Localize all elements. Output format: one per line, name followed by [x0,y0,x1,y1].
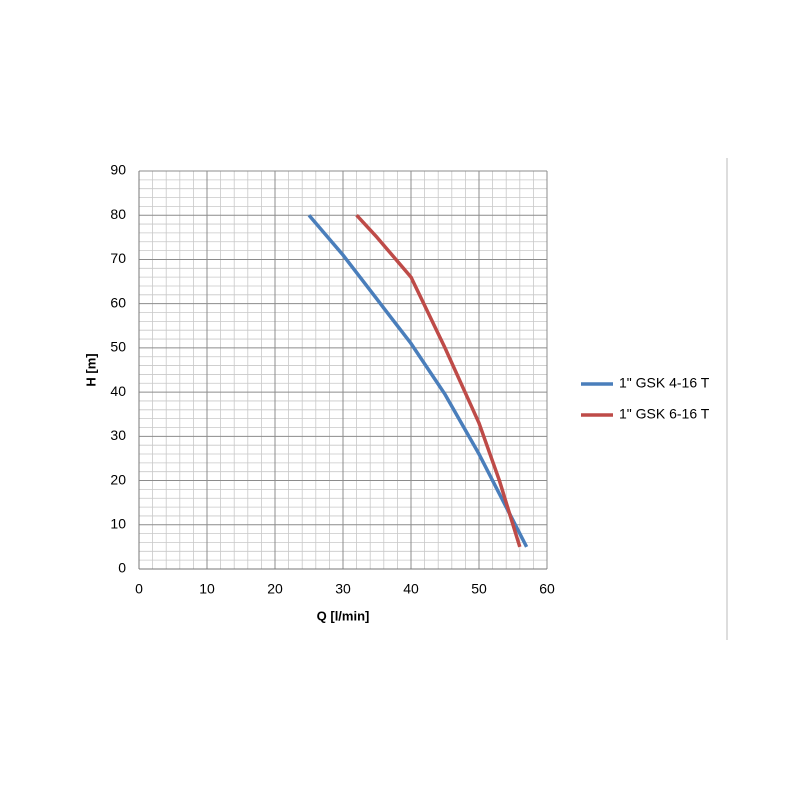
series-line [355,214,522,548]
x-tick-label: 40 [403,581,419,597]
y-tick-label: 0 [118,560,126,576]
y-tick-label: 60 [110,294,126,310]
y-tick-label: 70 [110,250,126,266]
y-tick-label: 20 [110,471,126,487]
x-tick-label: 10 [199,581,215,597]
x-tick-label: 30 [335,581,351,597]
y-tick-label: 80 [110,206,126,222]
x-tick-label: 60 [539,581,555,597]
y-tick-label: 40 [110,383,126,399]
y-axis-label: H [m] [83,353,98,386]
legend-label: 1" GSK 6-16 T [619,406,710,422]
x-tick-label: 50 [471,581,487,597]
x-tick-label: 20 [267,581,283,597]
x-axis-label: Q [l/min] [317,608,370,623]
y-tick-label: 50 [110,339,126,355]
y-tick-label: 90 [110,162,126,178]
y-tick-label: 30 [110,427,126,443]
x-tick-label: 0 [135,581,143,597]
legend-label: 1" GSK 4-16 T [619,375,710,391]
y-tick-label: 10 [110,515,126,531]
